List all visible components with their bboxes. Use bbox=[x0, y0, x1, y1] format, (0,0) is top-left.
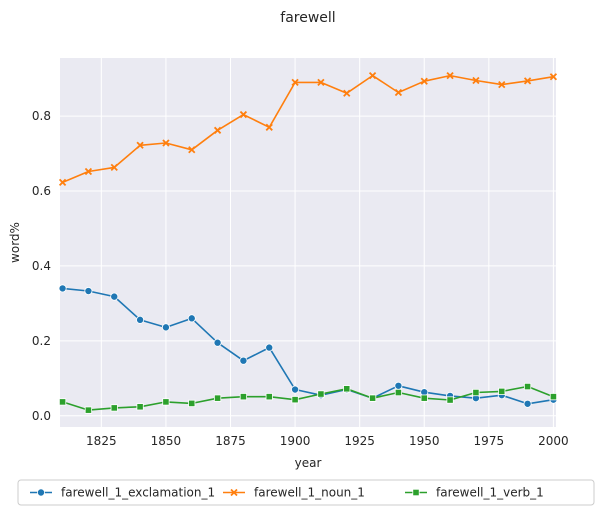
data-point bbox=[213, 394, 222, 402]
legend-label: farewell_1_exclamation_1 bbox=[61, 486, 215, 500]
data-point bbox=[368, 71, 377, 80]
data-point bbox=[394, 88, 403, 97]
data-point bbox=[368, 394, 377, 402]
x-tick-label: 1825 bbox=[86, 434, 117, 448]
gridlines bbox=[60, 58, 556, 427]
data-point bbox=[343, 385, 351, 393]
data-point bbox=[239, 356, 248, 365]
data-point bbox=[265, 343, 274, 352]
data-point bbox=[420, 394, 428, 402]
series-farewell_1_verb_1 bbox=[58, 382, 558, 414]
data-point bbox=[110, 292, 119, 301]
data-point bbox=[472, 388, 480, 397]
chart-title: farewell bbox=[280, 10, 335, 26]
data-point bbox=[187, 314, 196, 323]
legend-item: farewell_1_verb_1 bbox=[405, 486, 544, 500]
x-tick-label: 1950 bbox=[409, 434, 440, 448]
data-point bbox=[84, 287, 93, 296]
data-point bbox=[136, 141, 144, 149]
y-axis-label: word% bbox=[8, 222, 22, 263]
data-point bbox=[58, 284, 67, 293]
data-point bbox=[291, 385, 300, 394]
data-point bbox=[239, 110, 248, 119]
data-point bbox=[446, 396, 454, 404]
data-point bbox=[412, 488, 420, 497]
legend: farewell_1_exclamation_1 farewell_1_noun_… bbox=[17, 479, 595, 506]
series-farewell_1_noun_1 bbox=[58, 71, 558, 187]
x-tick-label: 1875 bbox=[215, 434, 246, 448]
data-point bbox=[58, 398, 67, 406]
x-axis-label: year bbox=[295, 456, 322, 470]
legend-label: farewell_1_verb_1 bbox=[436, 486, 544, 500]
data-point bbox=[188, 146, 196, 154]
data-point bbox=[37, 488, 46, 497]
y-tick-label: 0.2 bbox=[32, 334, 51, 348]
data-point bbox=[161, 323, 170, 332]
data-point bbox=[162, 139, 170, 147]
data-point bbox=[291, 396, 299, 404]
data-point bbox=[84, 406, 93, 414]
data-point bbox=[136, 315, 145, 324]
series-line bbox=[62, 385, 554, 411]
data-point bbox=[84, 167, 93, 176]
data-point bbox=[291, 78, 299, 86]
y-tick-label: 0.6 bbox=[32, 184, 51, 198]
data-point bbox=[230, 488, 238, 497]
y-tick-label: 0.4 bbox=[32, 259, 51, 273]
data-point bbox=[265, 393, 273, 401]
data-point bbox=[523, 399, 532, 408]
data-point bbox=[498, 80, 506, 89]
data-point bbox=[213, 126, 222, 134]
legend-label: farewell_1_noun_1 bbox=[254, 486, 365, 500]
x-tick-label: 1850 bbox=[151, 434, 182, 448]
data-point bbox=[317, 78, 325, 86]
y-tick-label: 0.0 bbox=[32, 409, 51, 423]
data-point bbox=[213, 338, 222, 347]
y-axis-ticks: 0.0 0.2 0.4 0.6 0.8 bbox=[32, 109, 51, 423]
x-tick-label: 2000 bbox=[538, 434, 569, 448]
data-point bbox=[549, 73, 558, 81]
data-point bbox=[498, 387, 506, 396]
legend-item: farewell_1_exclamation_1 bbox=[30, 486, 215, 500]
data-point bbox=[343, 89, 351, 97]
series-line bbox=[62, 74, 554, 184]
x-axis-ticks: 1825 1850 1875 1900 1925 1950 1975 2000 bbox=[86, 434, 569, 448]
data-point bbox=[136, 403, 144, 411]
data-point bbox=[162, 398, 170, 406]
data-point bbox=[110, 404, 118, 412]
series-line bbox=[62, 287, 554, 405]
data-point bbox=[188, 399, 196, 407]
y-tick-label: 0.8 bbox=[32, 109, 51, 123]
data-point bbox=[317, 390, 325, 398]
data-point bbox=[549, 393, 558, 401]
series-lines bbox=[58, 71, 558, 414]
data-point bbox=[472, 76, 480, 85]
x-tick-label: 1975 bbox=[474, 434, 505, 448]
x-tick-label: 1925 bbox=[344, 434, 375, 448]
data-point bbox=[239, 393, 248, 401]
legend-item: farewell_1_noun_1 bbox=[223, 486, 365, 500]
data-point bbox=[394, 388, 403, 397]
data-point bbox=[420, 77, 428, 85]
data-point bbox=[110, 163, 118, 172]
data-point bbox=[58, 178, 67, 187]
data-point bbox=[523, 382, 532, 391]
data-point bbox=[394, 381, 403, 390]
data-point bbox=[265, 123, 273, 131]
legend-box bbox=[17, 479, 595, 506]
x-tick-label: 1900 bbox=[280, 434, 311, 448]
data-point bbox=[523, 77, 532, 85]
plot-area bbox=[60, 58, 556, 427]
data-point bbox=[446, 71, 454, 80]
